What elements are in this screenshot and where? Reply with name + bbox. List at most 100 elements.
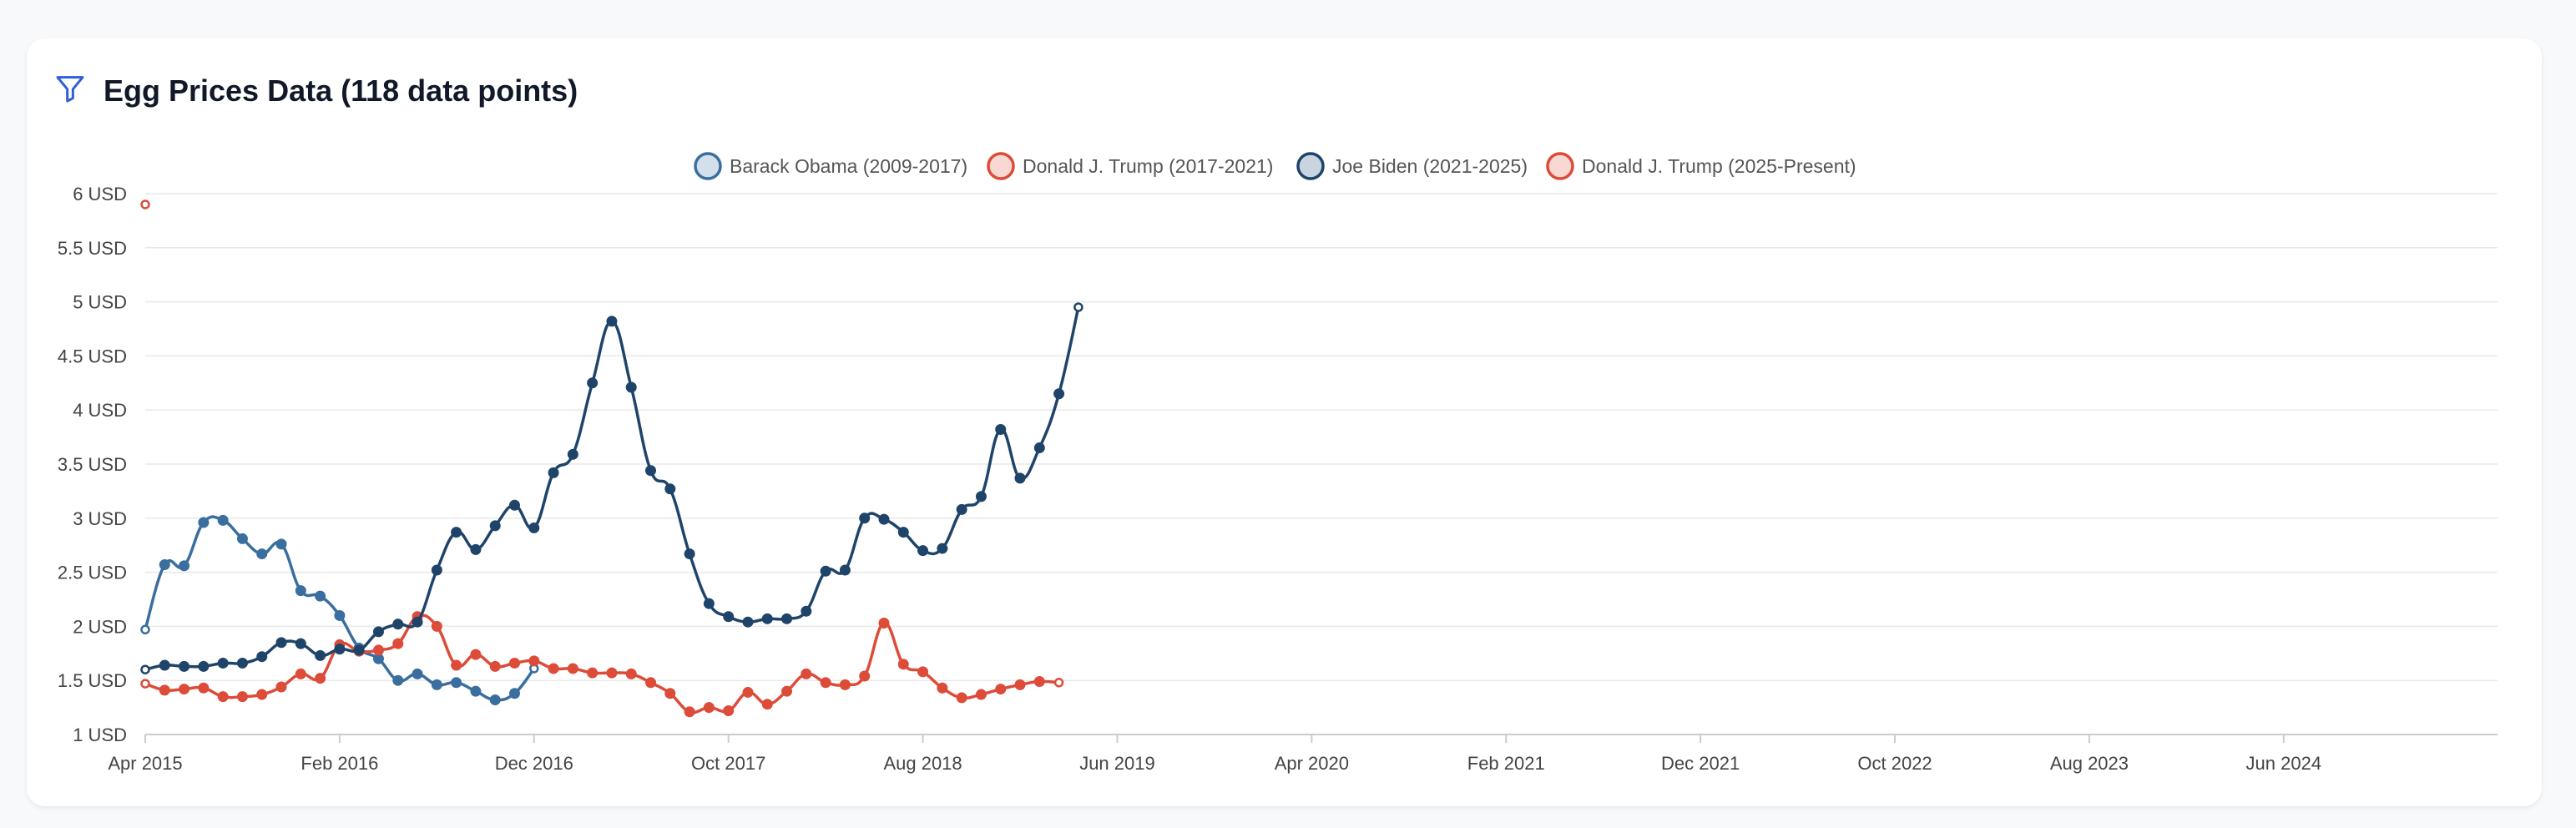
data-point (839, 679, 851, 690)
data-point (412, 668, 423, 679)
series-line-2 (144, 306, 1080, 671)
chart-header: Egg Prices Data (118 data points) (53, 72, 578, 109)
y-tick-label: 4.5 USD (58, 346, 127, 366)
y-tick-label: 2.5 USD (58, 563, 127, 583)
legend-marker (1546, 152, 1574, 180)
y-tick-label: 3.5 USD (58, 454, 127, 475)
data-point (489, 660, 501, 672)
x-tick-label: Feb 2016 (301, 753, 378, 774)
data-point (742, 616, 754, 628)
data-point (451, 659, 462, 671)
data-point (431, 564, 442, 576)
data-point (236, 691, 248, 703)
data-point (587, 667, 599, 679)
data-point (1014, 472, 1026, 484)
data-point (1073, 302, 1083, 312)
chart-title: Egg Prices Data (118 data points) (104, 73, 578, 108)
data-point (198, 517, 210, 528)
data-point (140, 199, 150, 210)
data-point (451, 677, 462, 689)
y-tick-label: 5.5 USD (58, 238, 127, 259)
data-point (334, 644, 346, 655)
data-point (470, 685, 482, 697)
data-point (431, 679, 442, 690)
data-point (256, 689, 268, 700)
data-point (1053, 388, 1065, 400)
data-point (179, 660, 190, 672)
data-point (625, 381, 637, 393)
data-point (548, 663, 559, 674)
legend-label: Barack Obama (2009-2017) (730, 155, 967, 177)
data-point (508, 499, 520, 511)
data-point (625, 668, 637, 679)
data-point (508, 657, 520, 669)
data-point (179, 684, 190, 695)
x-tick-label: Feb 2021 (1467, 753, 1545, 774)
data-point (742, 686, 754, 698)
data-point (236, 533, 248, 544)
x-tick-label: Oct 2017 (691, 753, 765, 774)
data-point (684, 706, 695, 718)
data-point (703, 598, 715, 609)
data-point (975, 689, 987, 700)
data-point (315, 590, 326, 602)
data-point (956, 503, 967, 515)
data-point (1033, 442, 1045, 454)
data-point (878, 618, 890, 629)
data-point (140, 664, 150, 674)
data-point (295, 585, 306, 597)
data-point (684, 548, 695, 560)
data-point (703, 702, 715, 714)
x-tick-label: Jun 2019 (1079, 753, 1155, 774)
data-point (567, 448, 578, 460)
data-point (489, 520, 501, 532)
data-point (917, 666, 929, 678)
data-point (645, 465, 657, 477)
data-point (956, 692, 967, 704)
data-point (159, 559, 170, 571)
data-point (897, 527, 909, 538)
data-point (820, 565, 831, 577)
y-tick-label: 1.5 USD (58, 670, 127, 691)
data-point (897, 659, 909, 670)
data-point (645, 677, 657, 689)
x-tick-label: Dec 2016 (495, 753, 573, 774)
legend-marker (694, 152, 722, 180)
data-point (256, 651, 268, 663)
series-line-1 (144, 613, 1059, 714)
data-point (275, 637, 287, 649)
data-point (140, 624, 150, 635)
data-point (995, 684, 1007, 695)
data-point (1053, 678, 1064, 688)
x-tick-label: Apr 2020 (1275, 753, 1349, 774)
legend-marker (1296, 152, 1325, 180)
filter-icon[interactable] (53, 72, 87, 109)
data-point (275, 538, 287, 550)
legend-label: Joe Biden (2021-2025) (1332, 155, 1528, 177)
y-tick-label: 4 USD (73, 400, 127, 421)
data-point (275, 681, 287, 693)
data-point (236, 657, 248, 669)
data-point (878, 513, 890, 525)
data-point (528, 655, 540, 667)
data-point (1033, 675, 1045, 687)
data-point (820, 677, 831, 689)
data-point (159, 659, 170, 671)
data-point (140, 679, 150, 689)
data-point (217, 657, 229, 669)
data-point (606, 667, 618, 679)
data-point (664, 688, 676, 699)
data-point (217, 514, 229, 526)
legend-marker (987, 152, 1015, 180)
y-tick-label: 5 USD (73, 292, 127, 313)
data-point (937, 682, 948, 694)
data-point (995, 424, 1007, 436)
data-point (353, 644, 365, 656)
data-point (801, 668, 812, 679)
data-point (470, 543, 482, 555)
data-point (315, 649, 326, 661)
data-point (431, 620, 442, 632)
x-tick-label: Dec 2021 (1661, 753, 1740, 774)
data-point (392, 618, 404, 630)
data-point (723, 611, 735, 623)
